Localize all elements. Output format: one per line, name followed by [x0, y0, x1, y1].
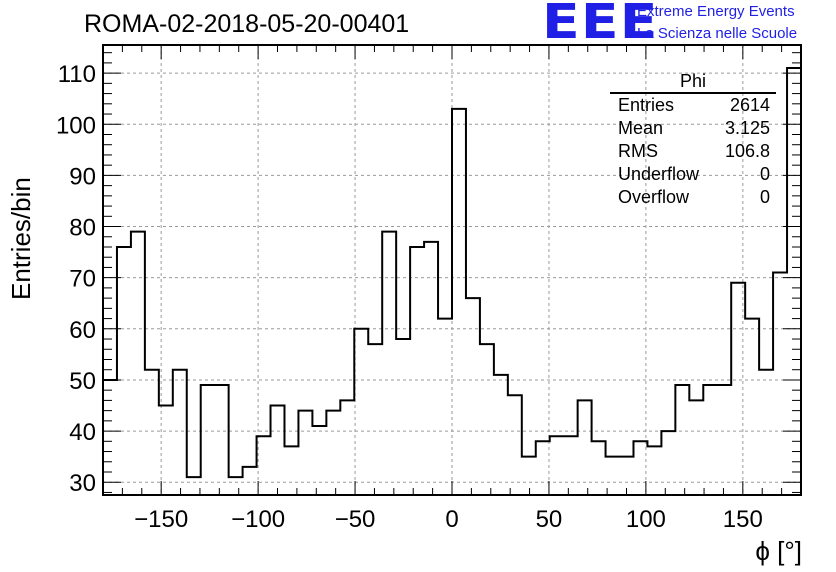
stats-value: 2614: [729, 95, 770, 115]
histogram-series: [103, 67, 801, 479]
run-title: ROMA-02-2018-05-20-00401: [84, 10, 410, 38]
stats-label: Entries: [618, 95, 675, 115]
stats-row-entries: Entries 2614: [610, 94, 776, 117]
org-name-line1: Extreme Energy Events: [637, 3, 795, 20]
stats-row-underflow: Underflow 0: [610, 163, 776, 186]
stats-label: Mean: [618, 118, 664, 138]
stats-row-overflow: Overflow 0: [610, 186, 776, 209]
stats-value: 0: [759, 164, 770, 184]
axis-ticks: [103, 45, 801, 495]
x-tick-label: 100: [626, 506, 666, 533]
y-tick-label: 110: [58, 61, 96, 88]
tick-labels: −150 −100 −50 0 50 100 150 30 40 50 60 70 80 90 100 110: [56, 61, 763, 533]
stats-row-mean: Mean 3.125: [610, 117, 776, 140]
y-tick-label: 80: [69, 215, 96, 242]
y-tick-label: 100: [56, 112, 96, 139]
y-axis-label: Entries/bin: [6, 177, 36, 300]
stats-box: Phi Entries 2614 Mean 3.125 RMS 106.8 Un…: [610, 70, 776, 209]
stats-label: Overflow: [618, 187, 690, 207]
stats-value: 3.125: [724, 118, 770, 138]
y-tick-label: 30: [69, 470, 96, 497]
y-tick-label: 90: [69, 163, 96, 190]
x-tick-label: −50: [335, 506, 376, 533]
stats-label: Underflow: [618, 164, 700, 184]
y-tick-label: 70: [69, 266, 96, 293]
y-tick-label: 40: [69, 419, 96, 446]
x-tick-label: 0: [445, 506, 458, 533]
eee-logo: EEE: [542, 0, 659, 50]
x-axis-label: ϕ [°]: [755, 536, 802, 566]
stats-title: Phi: [610, 70, 776, 94]
stats-label: RMS: [618, 141, 658, 161]
x-tick-label: −150: [134, 506, 188, 533]
stats-value: 106.8: [724, 141, 770, 161]
org-name-line2: La Scienza nelle Scuole: [637, 25, 798, 42]
y-tick-label: 60: [69, 317, 96, 344]
stats-value: 0: [759, 187, 770, 207]
stats-row-rms: RMS 106.8: [610, 140, 776, 163]
x-tick-label: 50: [536, 506, 563, 533]
x-tick-label: 150: [723, 506, 763, 533]
y-tick-label: 50: [69, 368, 96, 395]
x-tick-label: −100: [231, 506, 285, 533]
plot-frame: [102, 44, 802, 496]
